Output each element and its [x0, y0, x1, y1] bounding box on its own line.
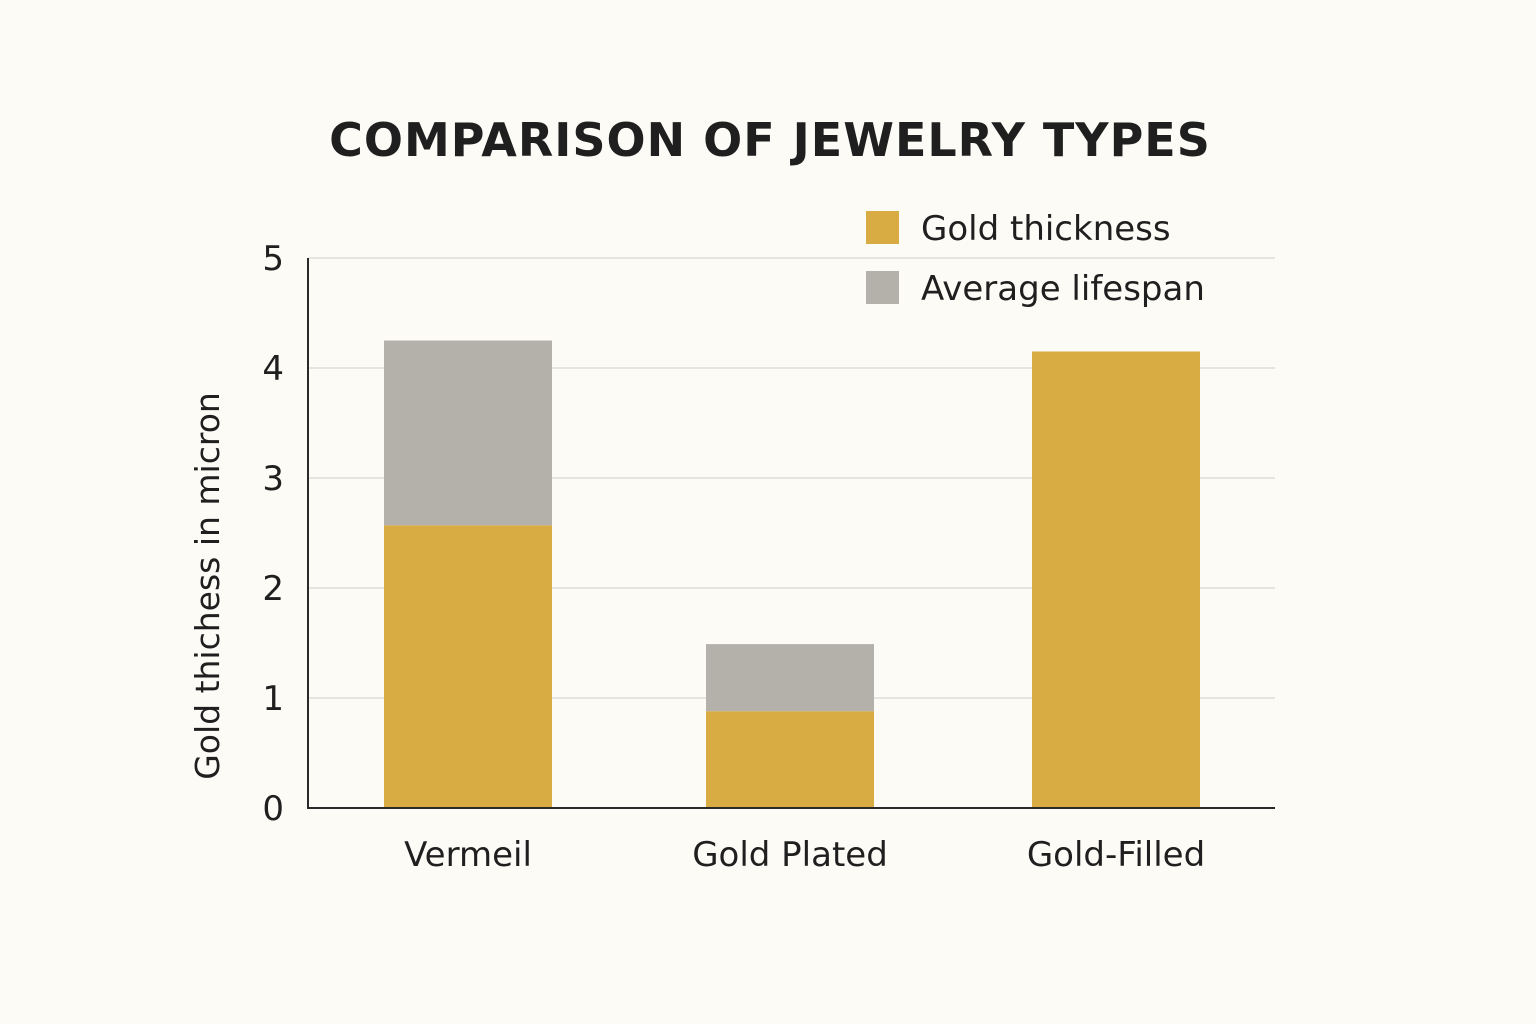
legend-label-gold-thickness: Gold thickness: [921, 209, 1171, 249]
y-tick-labels: 0 1 2 3 4 5: [262, 239, 284, 829]
chart-title: COMPARISON OF JEWELRY TYPES: [329, 113, 1211, 167]
legend-swatch-gold-thickness: [866, 211, 899, 244]
y-tick-label-0: 0: [262, 789, 284, 829]
bar-vermeil-gold-thickness: [384, 525, 552, 808]
x-category-label-gold-plated: Gold Plated: [692, 835, 888, 875]
legend: Gold thickness Average lifespan: [866, 209, 1205, 309]
legend-swatch-average-lifespan: [866, 271, 899, 304]
y-axis-label: Gold thichess in micron: [188, 392, 227, 780]
bar-layer: [384, 340, 1200, 808]
y-tick-label-4: 4: [262, 349, 284, 389]
bar-gold-plated-gold-thickness: [706, 711, 874, 808]
y-tick-label-1: 1: [262, 679, 284, 719]
y-tick-label-3: 3: [262, 459, 284, 499]
y-tick-label-5: 5: [262, 239, 284, 279]
x-category-label-gold-filled: Gold-Filled: [1027, 835, 1205, 875]
x-category-label-vermeil: Vermeil: [404, 835, 532, 875]
y-tick-label-2: 2: [262, 569, 284, 609]
bar-gold-filled-gold-thickness: [1032, 351, 1200, 808]
x-category-labels: Vermeil Gold Plated Gold-Filled: [404, 835, 1205, 875]
bar-gold-plated-average-lifespan: [706, 644, 874, 712]
legend-label-average-lifespan: Average lifespan: [921, 269, 1205, 309]
bar-vermeil-average-lifespan: [384, 340, 552, 526]
